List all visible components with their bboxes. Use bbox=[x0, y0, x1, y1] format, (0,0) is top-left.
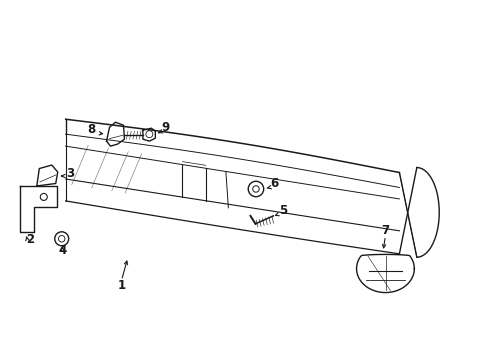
Text: 3: 3 bbox=[66, 167, 74, 180]
Text: 1: 1 bbox=[118, 279, 126, 292]
Text: 9: 9 bbox=[161, 121, 170, 134]
Text: 6: 6 bbox=[270, 177, 278, 190]
Text: 2: 2 bbox=[26, 233, 34, 246]
Text: 7: 7 bbox=[381, 224, 390, 237]
Text: 5: 5 bbox=[279, 204, 288, 217]
Text: 4: 4 bbox=[59, 244, 67, 257]
Text: 8: 8 bbox=[88, 123, 96, 136]
